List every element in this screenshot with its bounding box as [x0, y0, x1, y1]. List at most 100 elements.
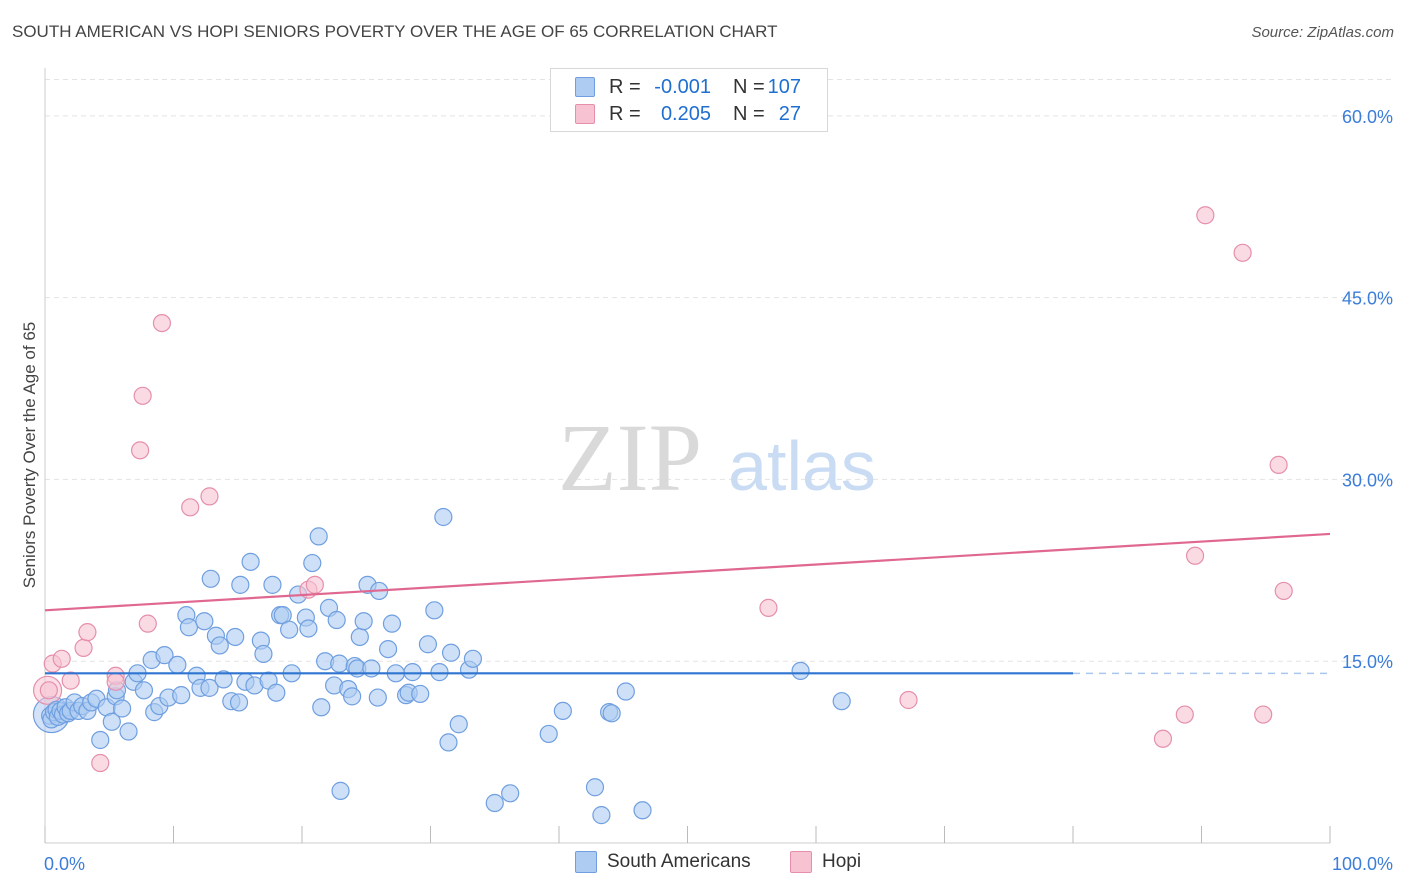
point-hopi	[305, 575, 324, 594]
x-tick-label: 100.0%	[1332, 854, 1393, 874]
point-south-americans	[553, 701, 572, 721]
point-south-americans	[411, 684, 430, 704]
legend-swatch-south-americans	[575, 77, 595, 97]
point-hopi	[899, 690, 918, 710]
y-axis-title: Seniors Poverty Over the Age of 65	[20, 321, 39, 589]
point-south-americans	[378, 639, 398, 659]
trend-line-hopi	[44, 532, 1331, 612]
point-south-americans	[102, 712, 121, 731]
point-south-americans	[592, 806, 611, 825]
point-south-americans	[832, 692, 851, 711]
point-south-americans	[449, 715, 468, 734]
point-south-americans	[309, 527, 328, 546]
point-south-americans	[210, 636, 229, 655]
point-south-americans	[134, 681, 154, 700]
point-south-americans	[254, 644, 273, 664]
chart-source: Source: ZipAtlas.com	[1251, 24, 1394, 41]
point-south-americans	[791, 661, 810, 681]
point-south-americans	[112, 699, 132, 718]
bottom-legend-swatch-hopi	[790, 851, 812, 873]
tick-label-layer: 15.0% 30.0% 45.0% 60.0% 0.0% 100.0%	[44, 107, 1393, 874]
point-south-americans	[231, 575, 250, 594]
point-hopi	[1254, 705, 1273, 724]
correlation-legend: R = -0.001 N = 107 R = 0.205 N = 27	[550, 68, 828, 132]
point-south-americans	[172, 686, 191, 705]
legend-n-value: 107	[767, 75, 801, 98]
point-south-americans	[226, 627, 245, 647]
point-hopi	[130, 441, 150, 460]
point-south-americans	[425, 601, 444, 620]
legend-swatch-hopi	[575, 104, 595, 124]
point-south-americans	[312, 698, 331, 717]
point-south-americans	[201, 569, 220, 588]
point-hopi	[91, 753, 110, 773]
point-south-americans	[263, 575, 282, 594]
point-hopi	[52, 649, 71, 668]
point-south-americans	[616, 682, 635, 701]
point-hopi	[61, 671, 80, 690]
legend-n-label: N =	[733, 75, 765, 98]
legend-r-label: R =	[609, 75, 641, 98]
x-tick-label: 0.0%	[44, 854, 85, 874]
point-hopi	[39, 681, 58, 700]
point-south-americans	[241, 552, 260, 571]
point-south-americans	[330, 654, 349, 673]
point-south-americans	[343, 687, 362, 706]
point-hopi	[1274, 581, 1293, 601]
legend-row-south-americans: R = -0.001 N = 107	[575, 75, 801, 99]
chart-title: SOUTH AMERICAN VS HOPI SENIORS POVERTY O…	[12, 22, 778, 41]
point-south-americans	[418, 635, 438, 654]
points-layer	[32, 206, 1293, 825]
point-hopi	[200, 487, 219, 506]
point-south-americans	[179, 618, 199, 637]
point-hopi	[74, 638, 93, 657]
y-tick-label: 60.0%	[1342, 107, 1393, 127]
point-hopi	[1175, 705, 1194, 724]
point-hopi	[1233, 243, 1252, 262]
legend-n-value: 27	[778, 102, 801, 125]
point-south-americans	[382, 614, 402, 633]
point-south-americans	[441, 643, 461, 662]
y-tick-label: 15.0%	[1342, 652, 1393, 672]
point-south-americans	[195, 612, 214, 631]
point-south-americans	[155, 646, 174, 665]
point-south-americans	[362, 659, 381, 678]
bottom-legend-label-south-americans: South Americans	[607, 851, 751, 872]
point-hopi	[1185, 546, 1205, 565]
point-hopi	[152, 313, 172, 333]
point-south-americans	[280, 620, 299, 639]
bottom-legend-hopi[interactable]: Hopi	[790, 851, 861, 873]
point-south-americans	[501, 784, 520, 803]
trend-layer	[44, 532, 1331, 675]
bottom-legend-label-hopi: Hopi	[822, 851, 862, 872]
point-south-americans	[299, 619, 318, 638]
bottom-legend-south-americans[interactable]: South Americans	[575, 851, 751, 873]
point-hopi	[138, 614, 157, 633]
watermark: ZIP atlas	[558, 404, 876, 511]
y-tick-label: 45.0%	[1342, 289, 1393, 309]
point-south-americans	[168, 655, 187, 674]
point-south-americans	[91, 730, 110, 750]
point-hopi	[759, 598, 778, 617]
watermark-zip: ZIP	[558, 404, 702, 511]
point-south-americans	[539, 724, 558, 744]
point-south-americans	[327, 610, 346, 630]
point-south-americans	[585, 778, 605, 797]
legend-n-label: N =	[733, 102, 765, 125]
bottom-legend-swatch-south-americans	[575, 851, 597, 873]
point-south-americans	[430, 663, 449, 682]
grid-layer	[45, 79, 1395, 662]
point-south-americans	[485, 793, 504, 813]
point-hopi	[1153, 729, 1173, 748]
y-tick-label: 30.0%	[1342, 470, 1393, 490]
point-south-americans	[303, 553, 322, 573]
point-south-americans	[350, 627, 369, 647]
point-hopi	[106, 672, 125, 691]
point-south-americans	[331, 781, 350, 800]
point-south-americans	[119, 722, 138, 741]
legend-row-hopi: R = 0.205 N = 27	[575, 102, 801, 126]
watermark-atlas: atlas	[728, 427, 876, 505]
point-hopi	[78, 623, 97, 642]
point-south-americans	[368, 688, 387, 707]
